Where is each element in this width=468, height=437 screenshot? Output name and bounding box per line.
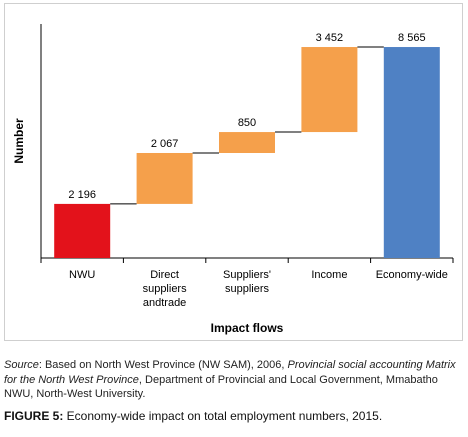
- bar-2: [136, 152, 193, 204]
- data-label-4: 3 452: [316, 32, 344, 44]
- data-label-2: 2 067: [151, 138, 179, 150]
- x-tick-label-2: Direct suppliers andtrade: [143, 269, 188, 309]
- waterfall-chart: 2 196 2 067 850 3 452 8 565 NWU Direct supplier…: [12, 24, 454, 335]
- x-tick-label-3: Suppliers' suppliers: [223, 269, 271, 295]
- figure-caption: FIGURE 5: Economy-wide impact on total e…: [4, 408, 464, 424]
- bar-5: [383, 47, 440, 259]
- bar-3: [219, 132, 275, 153]
- caption-text: Economy-wide impact on total employment …: [63, 409, 383, 423]
- source-tail: , Department of Provincial and Local Gov…: [4, 373, 438, 401]
- caption-label: FIGURE 5:: [4, 409, 64, 423]
- data-label-1: 2 196: [68, 189, 96, 201]
- x-tick-label-5: Economy-wide: [376, 269, 448, 281]
- source-note: Source: Based on North West Province (NW…: [4, 358, 464, 402]
- x-tick-label-1: NWU: [69, 269, 95, 281]
- bar-1: [54, 203, 111, 258]
- source-title: Provincial social accounting Matrix for …: [4, 359, 456, 386]
- source-text: : Based on North West Province (NW SAM),…: [38, 359, 288, 371]
- data-label-3: 850: [238, 117, 256, 129]
- bar-4: [301, 47, 358, 133]
- source-label: Source: [4, 359, 39, 371]
- x-tick-label-4: Income: [311, 269, 347, 281]
- y-axis-title: Number: [12, 118, 26, 164]
- figure-frame: 2 196 2 067 850 3 452 8 565 NWU Direct supplier…: [4, 3, 463, 341]
- data-label-5: 8 565: [398, 32, 426, 44]
- x-axis-title: Impact flows: [211, 321, 284, 335]
